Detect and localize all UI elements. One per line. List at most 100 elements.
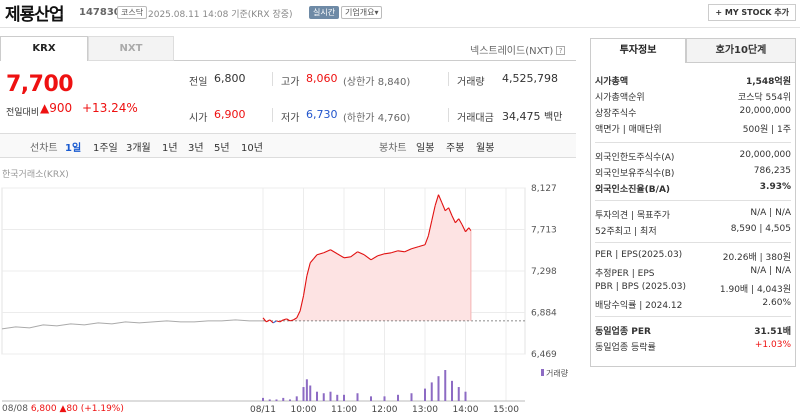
- info-row-label: 외국인보유주식수(B): [595, 169, 675, 179]
- price-segment: [313, 254, 318, 260]
- tab-divider: [174, 60, 576, 61]
- panel-divider: [595, 242, 791, 243]
- period-3y[interactable]: 3년: [188, 143, 204, 154]
- period-1w[interactable]: 1주일: [93, 143, 118, 154]
- period-3m[interactable]: 3개월: [126, 143, 151, 154]
- price-segment: [296, 310, 301, 319]
- market-badge: 코스닥: [117, 6, 148, 19]
- tab-investment-info[interactable]: 투자정보: [590, 38, 686, 63]
- trading-amount-number: 34,475: [502, 110, 541, 123]
- price-segment: [391, 250, 399, 254]
- volume-bar: [457, 387, 460, 401]
- chart-footer: 08/08 6,800 ▲80 (+1.19%): [2, 404, 124, 414]
- info-row-label: 동일업종 등락률: [595, 343, 656, 353]
- price-segment: [431, 205, 436, 221]
- period-1d[interactable]: 1일: [65, 143, 82, 154]
- x-tick-label: 15:00: [493, 405, 519, 415]
- info-row-label: 동일업종 PER: [595, 327, 651, 337]
- price-segment: [418, 244, 426, 248]
- volume-bar: [383, 396, 386, 401]
- volume-value: 4,525,798: [502, 72, 558, 85]
- price-segment: [266, 319, 271, 323]
- price-segment: [370, 255, 379, 261]
- footer-date: 08/08: [2, 404, 28, 414]
- low-label: 저가: [281, 113, 300, 124]
- price-segment: [424, 235, 429, 245]
- info-row-label: 시가총액: [595, 77, 629, 87]
- price-segment: [279, 319, 284, 323]
- x-tick-label: 12:00: [372, 405, 398, 415]
- volume-bar: [282, 397, 285, 401]
- volume-bar: [444, 370, 447, 401]
- volume-bar: [309, 385, 312, 401]
- help-icon[interactable]: ?: [556, 46, 566, 55]
- chart-source: 한국거래소(KRX): [2, 170, 69, 180]
- info-row-label: 52주최고 | 최저: [595, 227, 657, 237]
- company-overview-button[interactable]: 기업개요▾: [341, 6, 383, 19]
- volume-bar: [437, 376, 440, 401]
- x-tick-label: 11:00: [331, 405, 357, 415]
- open-label: 시가: [189, 113, 208, 124]
- info-row: 외국인한도주식수(A) 20,000,000: [595, 150, 791, 165]
- price-segment: [272, 320, 277, 324]
- volume-bar: [302, 387, 305, 401]
- info-row-value: 786,235: [753, 166, 791, 176]
- add-my-stock-button[interactable]: + MY STOCK 추가: [708, 4, 796, 21]
- info-row-value: N/A | N/A: [750, 208, 791, 218]
- price-segment: [262, 317, 267, 323]
- y-tick-label: 7,713: [531, 225, 557, 235]
- period-5y[interactable]: 5년: [214, 143, 230, 154]
- price-segment: [454, 218, 460, 224]
- volume-bar: [336, 394, 339, 401]
- info-row-value: 31.51배: [754, 327, 791, 337]
- volume-bar: [268, 399, 271, 401]
- price-segment: [293, 317, 298, 321]
- candle-weekly[interactable]: 주봉: [446, 143, 465, 154]
- price-segment: [411, 246, 419, 250]
- price-segment: [404, 248, 412, 253]
- x-tick-label: 13:00: [412, 405, 438, 415]
- info-row-value: 1,548억원: [745, 77, 791, 87]
- tab-order-book[interactable]: 호가10단계: [686, 38, 796, 63]
- volume-bar: [397, 394, 399, 401]
- period-10y[interactable]: 10년: [241, 143, 263, 154]
- realtime-button[interactable]: 실시간: [309, 6, 340, 19]
- candle-daily[interactable]: 일봉: [416, 143, 435, 154]
- open-value: 6,900: [214, 108, 246, 121]
- nextrade-info[interactable]: 넥스트레이드(NXT)?: [470, 42, 566, 57]
- price-segment: [350, 251, 358, 258]
- info-row-label: 상장주식수: [595, 109, 637, 119]
- volume-bar: [329, 391, 332, 401]
- line-chart-label[interactable]: 선차트: [30, 143, 58, 154]
- info-row: PBR | BPS (2025.03) 1.90배 | 4,043원: [595, 282, 791, 297]
- footer-percent: (+1.19%): [80, 404, 124, 414]
- info-row-value: 20.26배 | 380원: [722, 253, 791, 263]
- candle-monthly[interactable]: 월봉: [476, 143, 495, 154]
- chart-area-fill: [263, 194, 471, 321]
- divider: [448, 72, 449, 86]
- trading-amount-unit: 백만: [544, 112, 563, 123]
- candle-chart-label[interactable]: 봉차트: [379, 143, 407, 154]
- volume-bar: [410, 393, 413, 401]
- upper-limit-value: 8,840): [377, 77, 411, 88]
- volume-label: 거래량: [457, 77, 485, 88]
- price-segment: [448, 207, 453, 216]
- info-row-value: 8,590 | 4,505: [730, 224, 791, 234]
- price-chart[interactable]: 8,127 7,713 7,298 6,884 6,469 08/11 10:00 11:0…: [0, 178, 576, 419]
- header-divider: [0, 27, 800, 28]
- period-1y[interactable]: 1년: [162, 143, 178, 154]
- volume-bar: [464, 391, 467, 401]
- price-segment: [330, 249, 338, 255]
- upper-limit-label: (상한가: [343, 77, 375, 88]
- price-segment: [377, 253, 385, 257]
- price-segment: [283, 318, 287, 321]
- gain-area: [263, 194, 471, 321]
- tab-krx[interactable]: KRX: [0, 36, 88, 61]
- volume-bar: [305, 379, 308, 401]
- volume-bars: [262, 370, 467, 401]
- volume-legend: 거래량: [541, 368, 568, 379]
- info-row-value: 코스닥 554위: [737, 93, 791, 103]
- info-row-value: 20,000,000: [739, 106, 791, 116]
- prev-close-value: 6,800: [214, 72, 246, 85]
- tab-nxt[interactable]: NXT: [88, 36, 174, 61]
